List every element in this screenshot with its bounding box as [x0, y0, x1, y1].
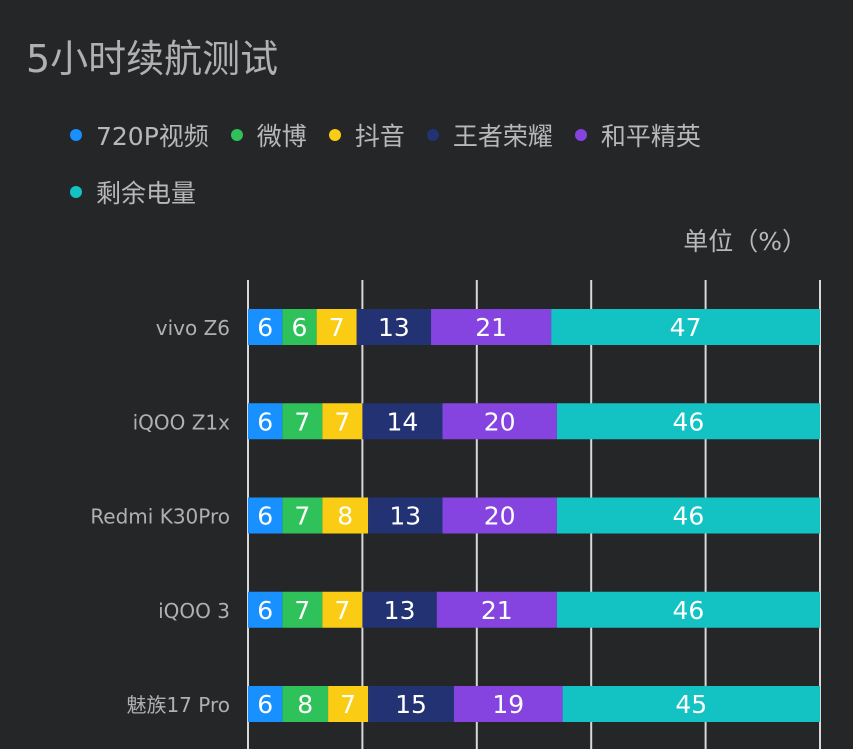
- bar-segment: [551, 309, 820, 345]
- bar-segment: [316, 309, 357, 345]
- legend-dot-icon: [426, 129, 439, 141]
- bar-segment: [556, 403, 820, 440]
- category-label: vivo Z6: [156, 316, 230, 340]
- legend-dot-icon: [328, 129, 341, 141]
- bar-segment: [248, 686, 283, 722]
- bar-segment: [362, 403, 443, 440]
- data-label: 6: [257, 407, 273, 436]
- bar-segment: [248, 309, 283, 345]
- category-label: iQOO 3: [158, 599, 230, 623]
- legend-dot-icon: [574, 129, 587, 141]
- data-label: 7: [334, 596, 350, 625]
- bar-segment: [562, 686, 820, 722]
- bar-segment: [328, 686, 369, 722]
- bar-segment: [362, 591, 437, 628]
- bar-segment: [322, 497, 369, 534]
- legend-label: 和平精英: [600, 122, 701, 151]
- data-label: 7: [294, 596, 310, 625]
- unit-label: 单位（%）: [683, 227, 807, 256]
- bar-segment: [282, 686, 329, 722]
- legend-item[interactable]: 微博: [230, 115, 307, 155]
- data-label: 20: [484, 502, 516, 531]
- data-label: 13: [378, 313, 410, 342]
- bar-segment: [282, 309, 317, 345]
- data-label: 47: [670, 313, 702, 342]
- data-label: 46: [673, 596, 705, 625]
- data-label: 13: [384, 596, 416, 625]
- data-label: 7: [329, 313, 345, 342]
- data-label: 7: [294, 502, 310, 531]
- bar-segment: [322, 403, 363, 440]
- data-label: 7: [334, 407, 350, 436]
- legend-item[interactable]: 720P视频: [70, 115, 209, 155]
- data-label: 14: [387, 407, 419, 436]
- legend-item[interactable]: 剩余电量: [70, 172, 196, 212]
- data-label: 20: [484, 407, 516, 436]
- data-label: 8: [337, 502, 353, 531]
- data-label: 6: [257, 596, 273, 625]
- bar-segment: [322, 591, 363, 628]
- data-label: 7: [294, 407, 310, 436]
- legend-label: 抖音: [354, 122, 405, 151]
- legend-label: 王者荣耀: [452, 122, 553, 151]
- data-label: 46: [673, 502, 705, 531]
- data-label: 46: [673, 407, 705, 436]
- chart-title: 5小时续航测试: [26, 37, 279, 81]
- category-label: iQOO Z1x: [133, 410, 231, 434]
- data-label: 15: [395, 690, 427, 719]
- legend-item[interactable]: 和平精英: [574, 115, 701, 155]
- data-label: 6: [257, 690, 273, 719]
- bar-segment: [453, 686, 563, 722]
- data-label: 8: [297, 690, 313, 719]
- bar-segment: [442, 497, 557, 534]
- data-label: 19: [492, 690, 524, 719]
- legend-dot-icon: [70, 186, 82, 198]
- bar-segment: [248, 591, 283, 628]
- bar-segment: [368, 686, 454, 722]
- legend-label: 微博: [256, 122, 307, 151]
- bar-segment: [248, 403, 283, 440]
- data-label: 7: [340, 690, 356, 719]
- data-label: 6: [257, 313, 273, 342]
- data-label: 45: [675, 690, 707, 719]
- bar-segment: [248, 497, 283, 534]
- bar-segment: [436, 591, 557, 628]
- bar-segment: [356, 309, 432, 345]
- bar-segment: [556, 591, 820, 628]
- legend-item[interactable]: 抖音: [328, 115, 405, 155]
- data-label: 21: [475, 313, 507, 342]
- legend-dot-icon: [70, 129, 82, 141]
- bar-segment: [282, 591, 323, 628]
- data-label: 13: [389, 502, 421, 531]
- legend-item[interactable]: 王者荣耀: [426, 115, 553, 155]
- bar-segment: [442, 403, 557, 440]
- data-label: 6: [257, 502, 273, 531]
- bar-segment: [556, 497, 820, 534]
- category-label: Redmi K30Pro: [90, 505, 230, 529]
- bar-segment: [282, 497, 323, 534]
- legend-dot-icon: [230, 129, 243, 141]
- legend-label: 720P视频: [96, 122, 209, 151]
- data-label: 21: [481, 596, 513, 625]
- bar-segment: [282, 403, 323, 440]
- data-label: 6: [292, 313, 308, 342]
- category-label: 魅族17 Pro: [126, 693, 230, 717]
- legend: 720P视频 微博 抖音 王者荣耀 和平精英剩余电量: [70, 115, 830, 229]
- bar-segment: [431, 309, 552, 345]
- legend-label: 剩余电量: [96, 179, 197, 208]
- bar-segment: [368, 497, 443, 534]
